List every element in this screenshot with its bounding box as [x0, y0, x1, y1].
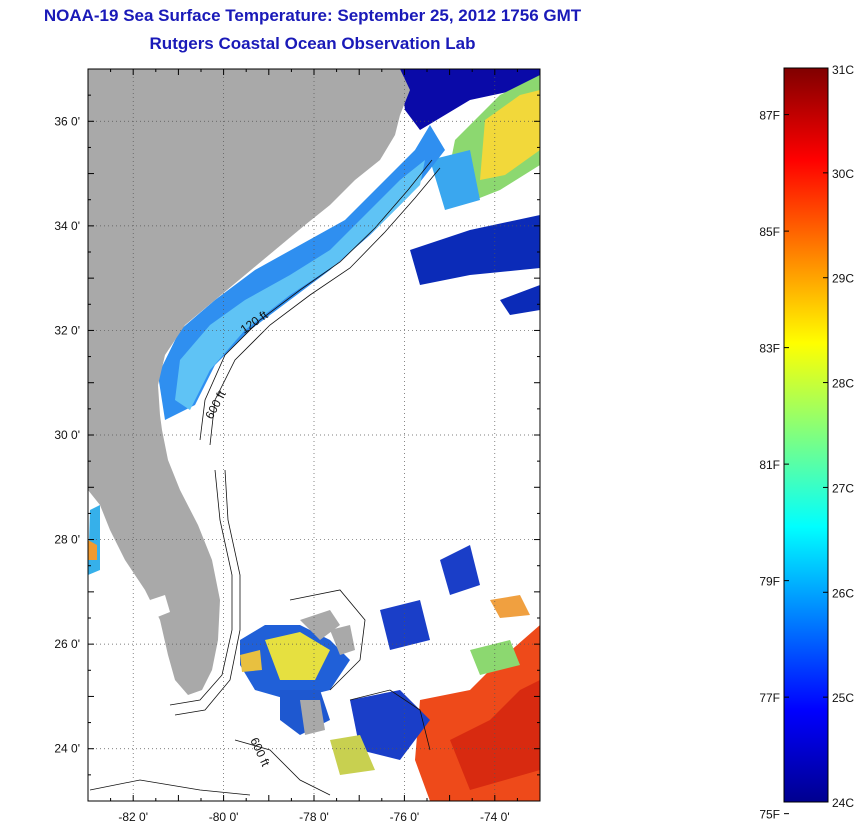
colorbar-fahrenheit-label: 87F	[759, 109, 780, 123]
colorbar-celsius-label: 29C	[832, 272, 854, 286]
colorbar-celsius-label: 25C	[832, 691, 854, 705]
latitude-axis: 24 0' 26 0' 28 0' 30 0' 32 0' 34 0' 36 0'	[54, 68, 540, 802]
colorbar-fahrenheit-label: 81F	[759, 458, 780, 472]
colorbar-celsius-label: 31C	[832, 63, 854, 77]
land	[88, 69, 410, 735]
map-subtitle: Rutgers Coastal Ocean Observation Lab	[149, 34, 476, 53]
lon-tick-label: -80 0'	[209, 810, 239, 824]
lon-tick-label: -76 0'	[390, 810, 420, 824]
map-title: NOAA-19 Sea Surface Temperature: Septemb…	[43, 6, 582, 25]
lat-tick-label: 36 0'	[54, 114, 80, 128]
colorbar-celsius-label: 26C	[832, 586, 854, 600]
colorbar-fahrenheit-labels: 87F 85F 83F 81F 79F 77F 75F	[759, 109, 789, 822]
grid-lines	[88, 69, 540, 801]
colorbar-celsius-label: 24C	[832, 796, 854, 810]
lat-tick-label: 30 0'	[54, 428, 80, 442]
sst-field	[88, 69, 540, 801]
bathymetry-contours	[89, 159, 441, 796]
lon-tick-label: -78 0'	[299, 810, 329, 824]
lat-tick-label: 24 0'	[54, 742, 80, 756]
colorbar-celsius-label: 27C	[832, 481, 854, 495]
colorbar-celsius-label: 30C	[832, 167, 854, 181]
colorbar-fahrenheit-label: 85F	[759, 225, 780, 239]
lon-tick-label: -82 0'	[118, 810, 148, 824]
longitude-axis: -82 0' -80 0' -78 0' -76 0' -74 0'	[87, 69, 541, 824]
colorbar-fahrenheit-label: 75F	[759, 808, 780, 822]
colorbar-celsius-labels: 31C 30C 29C 28C 27C 26C 25C 24C	[823, 63, 854, 810]
lat-tick-label: 32 0'	[54, 323, 80, 337]
lon-tick-label: -74 0'	[480, 810, 510, 824]
colorbar-celsius-label: 28C	[832, 377, 854, 391]
lat-tick-label: 26 0'	[54, 637, 80, 651]
lat-tick-label: 34 0'	[54, 219, 80, 233]
colorbar-fahrenheit-label: 77F	[759, 691, 780, 705]
colorbar-fahrenheit-label: 79F	[759, 575, 780, 589]
lat-tick-label: 28 0'	[54, 533, 80, 547]
colorbar-fahrenheit-label: 83F	[759, 342, 780, 356]
colorbar	[783, 67, 829, 803]
